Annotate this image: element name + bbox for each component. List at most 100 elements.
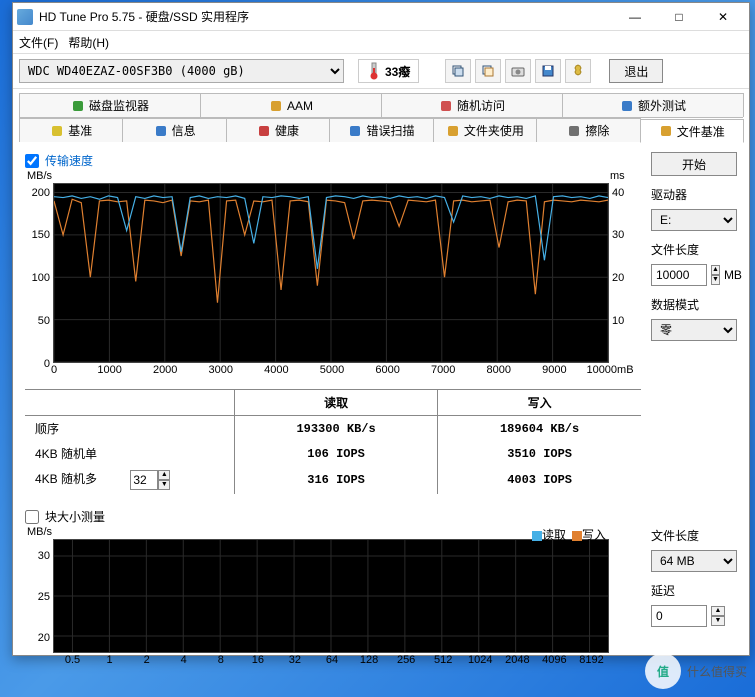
tab-额外测试[interactable]: 额外测试 <box>562 93 744 117</box>
start-button[interactable]: 开始 <box>651 152 737 176</box>
copy2-button[interactable] <box>475 59 501 83</box>
queue-depth-input[interactable] <box>130 470 158 490</box>
read-value: 193300 KB/s <box>234 416 437 442</box>
tab-icon <box>71 99 85 113</box>
ytick: 25 <box>38 591 54 603</box>
xtick: 6000 <box>375 362 399 376</box>
xtick: 32 <box>289 652 301 666</box>
filelen2-label: 文件长度 <box>651 527 737 544</box>
delay-spinner[interactable]: ▲▼ <box>711 606 725 626</box>
close-button[interactable]: ✕ <box>701 6 745 28</box>
xtick: 2048 <box>505 652 529 666</box>
col-read: 读取 <box>234 390 437 416</box>
tab-label: 磁盘监视器 <box>89 97 149 114</box>
drive-label: 驱动器 <box>651 186 737 203</box>
thermometer-icon <box>367 62 381 80</box>
delay-input[interactable] <box>651 605 707 627</box>
ytick: 30 <box>38 550 54 562</box>
tab-icon <box>257 124 271 138</box>
tab-icon <box>348 124 362 138</box>
xtick: 8000 <box>487 362 511 376</box>
queue-spinner[interactable]: ▲▼ <box>158 470 170 490</box>
filelen-input[interactable] <box>651 264 707 286</box>
datapattern-select[interactable]: 零 <box>651 319 737 341</box>
tab-icon <box>269 99 283 113</box>
tab-icon <box>620 99 634 113</box>
xtick: 0.5 <box>65 652 80 666</box>
xtick: 128 <box>360 652 378 666</box>
read-value: 316 IOPS <box>234 466 437 494</box>
xtick: 0 <box>51 362 57 376</box>
toolbar: WDC WD40EZAZ-00SF3B0 (4000 gB) 33癈 退出 <box>13 53 749 89</box>
maximize-button[interactable]: □ <box>657 6 701 28</box>
row-label: 顺序 <box>25 416 234 442</box>
menubar: 文件(F) 帮助(H) <box>13 31 749 53</box>
screenshot-button[interactable] <box>505 59 531 83</box>
watermark-icon: 值 <box>645 653 681 689</box>
blocksize-checkbox[interactable] <box>25 510 39 524</box>
result-row: 顺序193300 KB/s189604 KB/s <box>25 416 641 442</box>
row-label: 4KB 随机多 ▲▼ <box>25 466 234 494</box>
tab-错误扫描[interactable]: 错误扫描 <box>329 118 433 142</box>
xtick: 1000 <box>97 362 121 376</box>
xtick: 4096 <box>542 652 566 666</box>
ytick: 20 <box>38 632 54 644</box>
filelen-label: 文件长度 <box>651 241 737 258</box>
xtick: 7000 <box>431 362 455 376</box>
tab-label: 随机访问 <box>457 97 505 114</box>
side-panel: 开始 驱动器 E: 文件长度 ▲▼ MB 数据模式 零 文件长度 64 MB 延… <box>651 152 737 653</box>
col-write: 写入 <box>438 390 641 416</box>
menu-help[interactable]: 帮助(H) <box>68 34 109 51</box>
chart1-ylabel-right: ms <box>608 170 625 182</box>
filelen-spinner[interactable]: ▲▼ <box>711 265 720 285</box>
filelen2-select[interactable]: 64 MB <box>651 550 737 572</box>
exit-button[interactable]: 退出 <box>609 59 663 83</box>
minimize-button[interactable]: — <box>613 6 657 28</box>
tab-文件夹使用[interactable]: 文件夹使用 <box>433 118 537 142</box>
window-title: HD Tune Pro 5.75 - 硬盘/SSD 实用程序 <box>39 8 613 25</box>
ytick-right: 30 <box>608 229 624 241</box>
tab-信息[interactable]: 信息 <box>122 118 226 142</box>
datapattern-label: 数据模式 <box>651 296 737 313</box>
copy-button[interactable] <box>445 59 471 83</box>
result-row: 4KB 随机多 ▲▼316 IOPS4003 IOPS <box>25 466 641 494</box>
read-value: 106 IOPS <box>234 441 437 466</box>
tab-擦除[interactable]: 擦除 <box>536 118 640 142</box>
tab-基准[interactable]: 基准 <box>19 118 123 142</box>
transfer-checkbox[interactable] <box>25 154 39 168</box>
tab-label: 文件夹使用 <box>464 122 524 139</box>
menu-file[interactable]: 文件(F) <box>19 34 58 51</box>
tab-label: 额外测试 <box>638 97 686 114</box>
chart1-ylabel-left: MB/s <box>27 170 54 182</box>
tab-label: 基准 <box>68 122 92 139</box>
row-label: 4KB 随机单 <box>25 441 234 466</box>
xtick: 4 <box>181 652 187 666</box>
result-row: 4KB 随机单106 IOPS3510 IOPS <box>25 441 641 466</box>
tab-随机访问[interactable]: 随机访问 <box>381 93 563 117</box>
ytick-left: 100 <box>32 272 54 284</box>
content-area: 传输速度 MB/s ms 050100150200102030400100020… <box>13 142 749 663</box>
tab-icon <box>659 124 673 138</box>
tab-label: 信息 <box>172 122 196 139</box>
xtick: 8192 <box>579 652 603 666</box>
write-value: 3510 IOPS <box>438 441 641 466</box>
tab-文件基准[interactable]: 文件基准 <box>640 119 744 143</box>
chart2-ylabel: MB/s <box>27 526 54 538</box>
drive-letter-select[interactable]: E: <box>651 209 737 231</box>
blocksize-chart: MB/s 读取写入 2025300.5124816326412825651210… <box>53 539 609 653</box>
xtick: 10000mB <box>586 362 633 376</box>
tab-健康[interactable]: 健康 <box>226 118 330 142</box>
settings-button[interactable] <box>565 59 591 83</box>
xtick: 8 <box>218 652 224 666</box>
xtick: 1 <box>107 652 113 666</box>
write-value: 189604 KB/s <box>438 416 641 442</box>
titlebar: HD Tune Pro 5.75 - 硬盘/SSD 实用程序 — □ ✕ <box>13 3 749 31</box>
delay-label: 延迟 <box>651 582 737 599</box>
temperature-display: 33癈 <box>358 59 419 83</box>
drive-select[interactable]: WDC WD40EZAZ-00SF3B0 (4000 gB) <box>19 59 344 83</box>
tab-磁盘监视器[interactable]: 磁盘监视器 <box>19 93 201 117</box>
tab-icon <box>154 124 168 138</box>
xtick: 1024 <box>468 652 492 666</box>
tab-AAM[interactable]: AAM <box>200 93 382 117</box>
save-button[interactable] <box>535 59 561 83</box>
